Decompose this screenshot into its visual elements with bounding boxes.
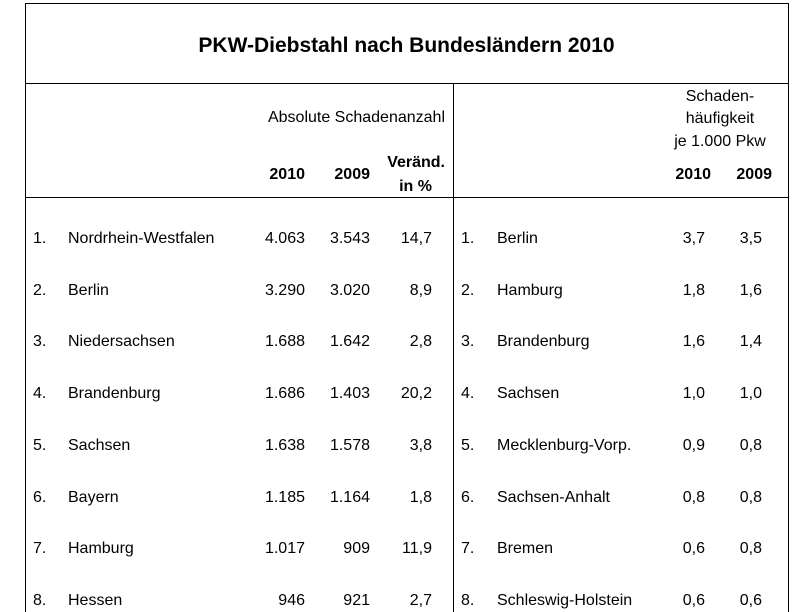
column-header: 2009 xyxy=(334,166,370,183)
frequency-2009: 0,6 xyxy=(739,591,762,609)
column-header: 2010 xyxy=(269,166,305,183)
column-header: 2010 xyxy=(675,166,711,183)
rank: 5. xyxy=(33,436,47,454)
rank: 2. xyxy=(461,281,475,299)
frequency-2010: 1,6 xyxy=(682,333,705,351)
rank: 4. xyxy=(33,385,47,403)
state: Brandenburg xyxy=(497,333,590,351)
count-2009: 1.578 xyxy=(329,436,370,454)
rank: 6. xyxy=(33,488,47,506)
count-2009: 921 xyxy=(343,591,370,609)
count-2010: 946 xyxy=(278,591,305,609)
change-percent: 11,9 xyxy=(402,540,432,558)
state: Bayern xyxy=(68,488,119,506)
count-2010: 1.017 xyxy=(264,540,305,558)
rank: 5. xyxy=(461,436,475,454)
column-header: 2009 xyxy=(736,166,772,183)
column-divider xyxy=(453,83,454,612)
rank: 3. xyxy=(33,333,47,351)
state: Sachsen xyxy=(497,385,560,403)
frequency-2009: 0,8 xyxy=(739,540,762,558)
right-heading: je 1.000 Pkw xyxy=(674,133,766,150)
count-2009: 909 xyxy=(343,540,370,558)
count-2009: 1.164 xyxy=(329,488,370,506)
title-rule xyxy=(25,83,789,84)
frequency-2010: 0,6 xyxy=(682,540,705,558)
left-heading: Absolute Schadenanzahl xyxy=(267,109,445,126)
rank: 1. xyxy=(33,230,47,247)
frequency-2009: 3,5 xyxy=(739,230,762,247)
count-2009: 3.543 xyxy=(329,230,370,247)
state: Hamburg xyxy=(68,540,134,558)
count-2010: 1.185 xyxy=(264,488,305,506)
header-rule xyxy=(25,197,789,198)
frequency-2010: 0,9 xyxy=(682,436,705,454)
column-header: Veränd. xyxy=(387,154,445,171)
state: Sachsen xyxy=(68,436,131,454)
frequency-2010: 1,8 xyxy=(682,281,705,299)
frequency-2009: 0,8 xyxy=(739,436,762,454)
count-2010: 1.686 xyxy=(264,385,305,403)
count-2010: 4.063 xyxy=(264,230,305,247)
state: Brandenburg xyxy=(68,385,161,403)
state: Bremen xyxy=(497,540,554,558)
count-2010: 1.688 xyxy=(264,333,305,351)
frequency-2009: 1,4 xyxy=(739,333,762,351)
count-2009: 1.403 xyxy=(329,385,370,403)
state: Nordrhein-Westfalen xyxy=(68,230,215,247)
change-percent: 2,7 xyxy=(409,591,432,609)
rank: 7. xyxy=(461,540,475,558)
border-right xyxy=(788,3,789,612)
rank: 2. xyxy=(33,281,47,299)
frequency-2009: 0,8 xyxy=(739,488,762,506)
state: Mecklenburg-Vorp. xyxy=(497,436,632,454)
state: Hessen xyxy=(68,591,123,609)
frequency-2010: 0,8 xyxy=(682,488,705,506)
state: Berlin xyxy=(497,230,538,247)
state: Schleswig-Holstein xyxy=(497,591,633,609)
change-percent: 2,8 xyxy=(409,333,432,351)
rank: 7. xyxy=(33,540,47,558)
border-top xyxy=(25,3,789,4)
right-heading: Schaden- xyxy=(685,88,755,105)
state: Niedersachsen xyxy=(68,333,175,351)
change-percent: 3,8 xyxy=(409,436,432,454)
border-left xyxy=(25,3,26,612)
frequency-2010: 0,6 xyxy=(682,591,705,609)
change-percent: 14,7 xyxy=(400,230,432,247)
rank: 4. xyxy=(461,385,475,403)
title: PKW-Diebstahl nach Bundesländern 2010 xyxy=(198,34,615,57)
count-2010: 3.290 xyxy=(264,281,305,299)
rank: 8. xyxy=(33,591,47,609)
frequency-2009: 1,0 xyxy=(739,385,762,403)
frequency-2010: 1,0 xyxy=(682,385,705,403)
rank: 1. xyxy=(461,230,475,247)
change-percent: 20,2 xyxy=(400,385,432,403)
change-percent: 8,9 xyxy=(409,281,432,299)
count-2010: 1.638 xyxy=(264,436,305,454)
state: Hamburg xyxy=(497,281,563,299)
rank: 8. xyxy=(461,591,475,609)
rank: 3. xyxy=(461,333,475,351)
right-heading: häufigkeit xyxy=(685,110,755,127)
count-2009: 1.642 xyxy=(329,333,370,351)
change-percent: 1,8 xyxy=(409,488,432,506)
state: Berlin xyxy=(68,281,109,299)
count-2009: 3.020 xyxy=(329,281,370,299)
state: Sachsen-Anhalt xyxy=(497,488,610,506)
rank: 6. xyxy=(461,488,475,506)
frequency-2010: 3,7 xyxy=(682,230,705,247)
column-header: in % xyxy=(399,178,432,195)
frequency-2009: 1,6 xyxy=(739,281,762,299)
